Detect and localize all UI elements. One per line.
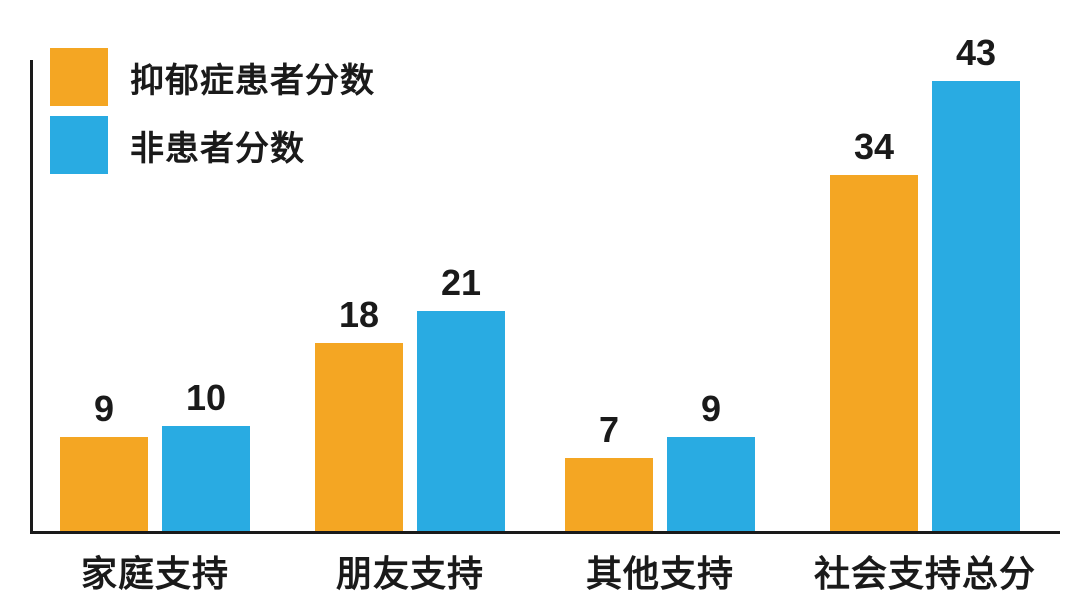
chart-area: 9101821793443 [30,60,1060,534]
value-label: 9 [701,388,721,430]
bar [162,426,250,531]
bar [667,437,755,531]
value-label: 34 [854,126,894,168]
category-label: 家庭支持 [81,545,229,597]
category-label: 其他支持 [586,545,734,597]
y-axis [30,60,33,534]
value-label: 10 [186,377,226,419]
x-axis [30,531,1060,534]
value-label: 7 [599,409,619,451]
bar [932,81,1020,531]
category-label: 朋友支持 [336,545,484,597]
bar [315,343,403,531]
bar [565,458,653,531]
value-label: 18 [339,294,379,336]
category-label: 社会支持总分 [814,545,1036,597]
bar [60,437,148,531]
value-label: 43 [956,32,996,74]
value-label: 9 [94,388,114,430]
bar [830,175,918,531]
value-label: 21 [441,262,481,304]
bar [417,311,505,531]
